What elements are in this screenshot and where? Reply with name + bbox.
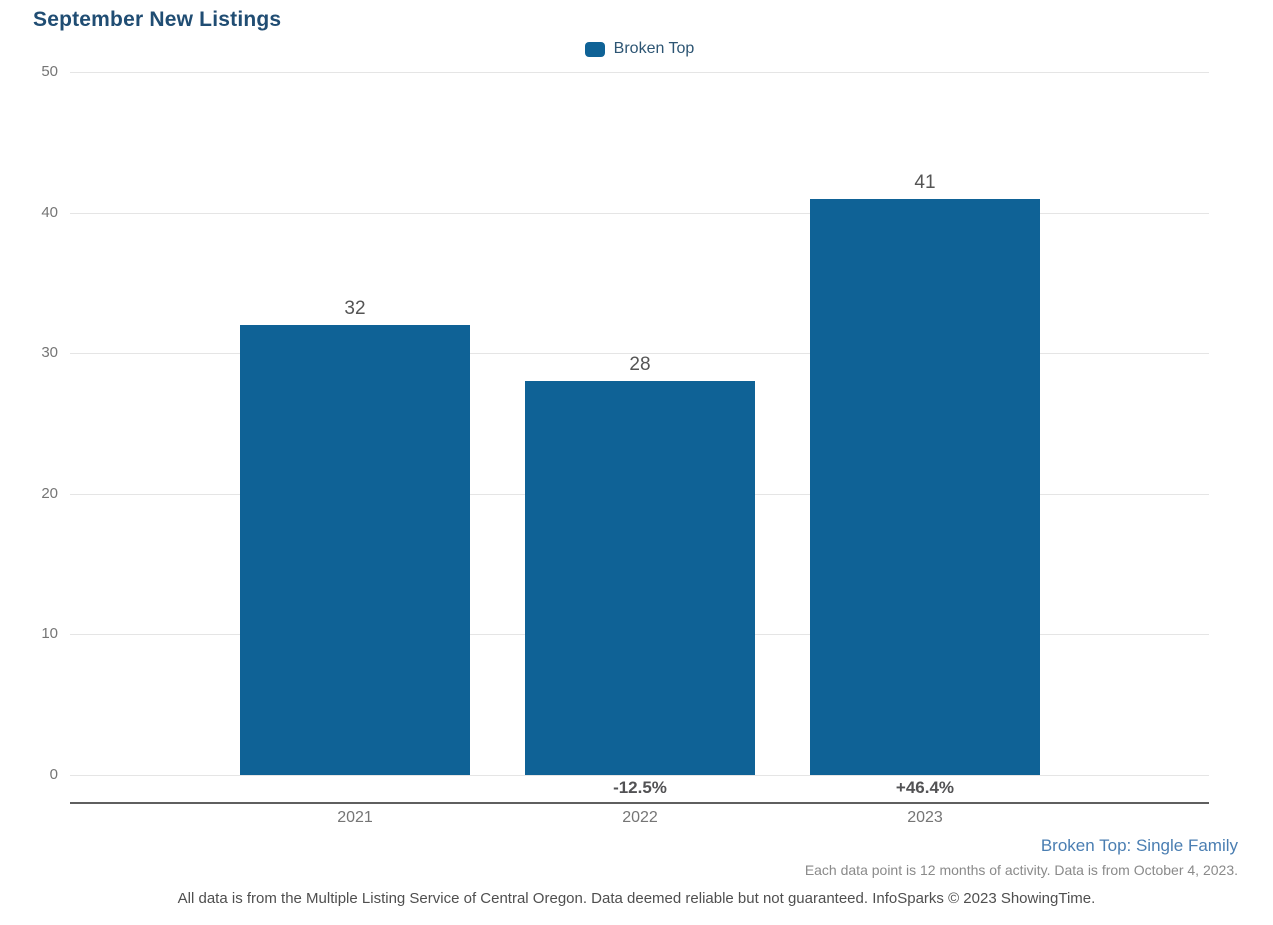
- y-axis-tick-label: 50: [41, 63, 58, 80]
- y-axis-tick-label: 20: [41, 485, 58, 502]
- gridline-50: [70, 72, 1209, 73]
- y-axis-tick-label: 40: [41, 204, 58, 221]
- series-description: Broken Top: Single Family: [1040, 836, 1238, 855]
- x-axis-label-2022: 2022: [622, 809, 658, 826]
- bar-value-label-2022: 28: [629, 354, 651, 375]
- change-label-2023: +46.4%: [895, 778, 955, 797]
- y-axis-tick-label: 30: [41, 344, 58, 361]
- bar-value-label-2021: 32: [344, 298, 366, 319]
- bar-2022[interactable]: [525, 381, 755, 775]
- gridline-40: [70, 213, 1209, 214]
- x-axis-label-2021: 2021: [337, 809, 373, 826]
- x-axis-label-2023: 2023: [907, 809, 943, 826]
- gridline-30: [70, 353, 1209, 354]
- chart-legend: Broken Top: [70, 40, 1209, 58]
- legend-swatch-icon: [584, 41, 605, 57]
- data-note: Each data point is 12 months of activity…: [804, 862, 1238, 878]
- gridline-0: [70, 775, 1209, 776]
- x-axis-line: [70, 802, 1209, 804]
- y-axis-tick-label: 0: [49, 766, 58, 783]
- y-axis-tick-label: 10: [41, 625, 58, 642]
- legend-label: Broken Top: [613, 40, 695, 57]
- disclaimer: All data is from the Multiple Listing Se…: [177, 890, 1096, 907]
- change-label-2022: -12.5%: [613, 778, 667, 797]
- bar-2021[interactable]: [240, 325, 470, 775]
- bar-value-label-2023: 41: [914, 172, 936, 193]
- page-title: September New Listings: [33, 8, 282, 31]
- legend-item-broken-top[interactable]: Broken Top: [584, 40, 695, 58]
- bar-2023[interactable]: [810, 199, 1040, 775]
